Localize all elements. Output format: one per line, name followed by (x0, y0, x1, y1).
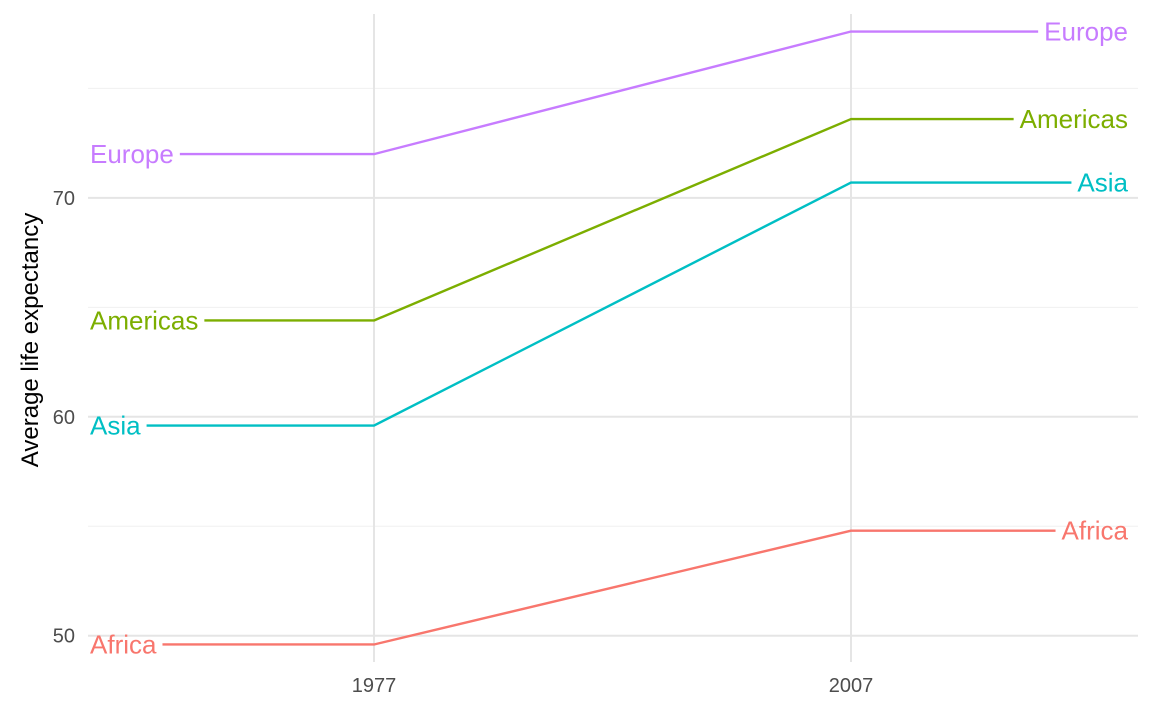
series-label-right-americas: Americas (1020, 104, 1128, 134)
series-label-right-africa: Africa (1062, 516, 1129, 546)
y-tick-label: 70 (53, 188, 75, 210)
series-line-africa (162, 529, 1056, 646)
y-tick-label: 50 (53, 626, 75, 648)
series-line-europe (179, 30, 1039, 156)
x-tick-label: 1977 (352, 675, 397, 697)
series-label-right-europe: Europe (1044, 17, 1128, 47)
series-label-left-americas: Americas (90, 305, 198, 335)
y-tick-label: 60 (53, 407, 75, 429)
y-axis-ticks: 50 60 70 (53, 188, 75, 648)
x-axis-ticks: 1977 2007 (352, 675, 874, 697)
series-labels: Europe Europe Americas Americas Asia Asia Afri… (90, 17, 1129, 660)
x-tick-label: 2007 (829, 675, 874, 697)
series-lines (146, 30, 1072, 646)
series-label-left-europe: Europe (90, 139, 174, 169)
grid-lines (88, 14, 1138, 662)
y-axis-title: Average life expectancy (17, 213, 44, 467)
series-label-right-asia: Asia (1077, 168, 1128, 198)
series-line-asia (146, 181, 1072, 427)
series-label-left-asia: Asia (90, 411, 141, 441)
series-label-left-africa: Africa (90, 629, 157, 659)
series-line-americas (204, 117, 1014, 322)
